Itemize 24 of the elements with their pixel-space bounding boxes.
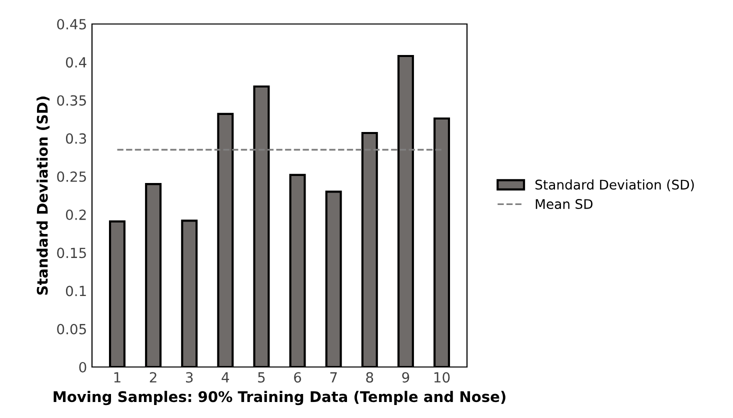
x-tick-label: 4 — [222, 372, 230, 382]
y-tick-label: 0.4 — [66, 57, 86, 68]
y-tick-label: 0.3 — [66, 133, 86, 144]
y-tick-label: 0 — [79, 362, 86, 372]
y-tick-label: 0.1 — [66, 286, 86, 296]
x-tick-label: 9 — [402, 372, 410, 383]
legend-label: Mean SD — [536, 199, 592, 210]
x-tick-label: 2 — [150, 372, 156, 382]
x-tick-label: 5 — [258, 372, 265, 383]
x-tick-label: 10 — [434, 372, 450, 383]
x-axis-title: Moving Samples: 90% Training Data (Temple and Nose) — [54, 390, 506, 406]
x-tick-label: 8 — [366, 372, 374, 383]
y-tick-label: 0.25 — [57, 171, 86, 182]
y-tick-label: 0.45 — [57, 18, 86, 30]
legend-label: Standard Deviation (SD) — [535, 179, 694, 192]
x-tick-label: 7 — [330, 372, 337, 382]
x-tick-label: 3 — [186, 372, 193, 383]
y-tick-label: 0.05 — [57, 324, 86, 334]
x-tick-label: 1 — [114, 372, 120, 382]
y-tick-label: 0.35 — [57, 95, 86, 106]
y-axis-title: Standard Deviation (SD) — [36, 96, 50, 295]
y-tick-label: 0.2 — [66, 210, 86, 220]
y-tick-label: 0.15 — [57, 248, 86, 258]
x-tick-label: 6 — [294, 372, 302, 383]
